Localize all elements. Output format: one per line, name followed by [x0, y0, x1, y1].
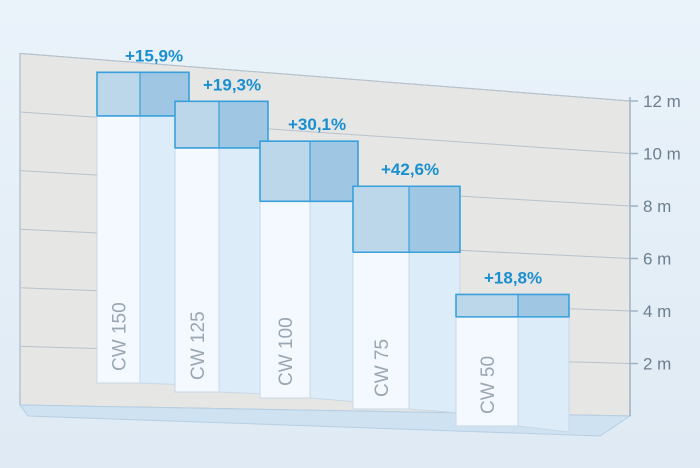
bar-base-side [408, 251, 461, 414]
bar-delta-label: +15,9% [125, 46, 183, 65]
bar-increase-front [455, 293, 519, 318]
bar-increase-outline [455, 293, 570, 318]
y-tick-label: 4 m [643, 302, 671, 321]
bar-category-label: CW 75 [372, 339, 393, 397]
labels: CW 150 +15,9% CW 125 +19,3% CW 100 +30,1% CW 7… [110, 46, 543, 414]
bar-category-label: CW 100 [276, 317, 297, 386]
bar-increase-side [408, 185, 461, 253]
y-tick-label: 12 m [643, 92, 681, 111]
bar-category-label: CW 125 [188, 311, 209, 380]
bar-increase-front [259, 140, 311, 202]
grid-line [19, 52, 631, 102]
bars [96, 71, 570, 433]
bar-category-label: CW 50 [478, 356, 499, 414]
bar-3 [352, 185, 461, 414]
bar-base-side [309, 200, 359, 403]
bar-increase-front [352, 185, 410, 253]
y-tick-label: 2 m [643, 355, 671, 374]
y-tick-label: 6 m [643, 250, 671, 269]
bar-2 [259, 140, 359, 403]
bar-increase-front [96, 71, 141, 117]
bar-4 [455, 293, 570, 433]
y-tick-label: 10 m [643, 145, 681, 164]
bar-base-side [517, 316, 570, 433]
bar-category-label: CW 150 [110, 302, 131, 371]
y-tick-label: 8 m [643, 197, 671, 216]
bar-increase-front [174, 100, 220, 149]
bar-1 [174, 100, 269, 395]
y-axis: 12 m 10 m 8 m 6 m 4 m 2 m [629, 92, 681, 416]
bar-increase-outline [174, 100, 269, 149]
chart-floor [19, 404, 632, 437]
bar-delta-label: +18,8% [484, 268, 542, 287]
bar-increase-outline [352, 185, 461, 254]
bar-increase-outline [96, 71, 190, 117]
bar-delta-label: +19,3% [203, 75, 261, 94]
bar-increase-side [309, 140, 359, 202]
bar-delta-label: +30,1% [288, 115, 346, 134]
bar-increase-side [517, 293, 570, 318]
bar-increase-outline [259, 140, 359, 203]
bar-delta-label: +42,6% [381, 160, 439, 179]
